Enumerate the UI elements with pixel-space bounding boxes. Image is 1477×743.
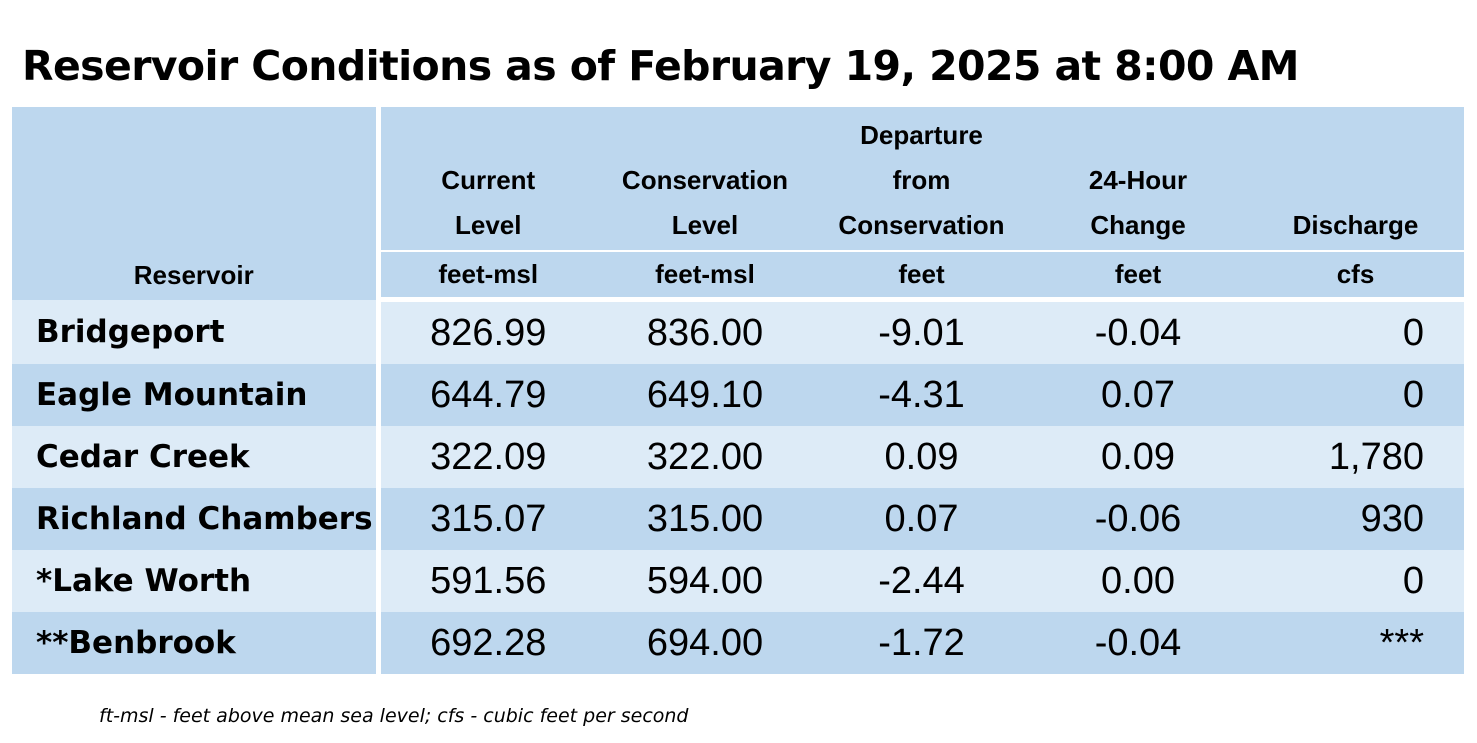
header-conservation-level-line-1: Conservation (621, 165, 789, 195)
change-cell: -0.04 (1029, 299, 1247, 364)
discharge-cell: 0 (1247, 299, 1464, 364)
table-row: *Lake Worth 591.56 594.00 -2.44 0.00 0 (12, 550, 1464, 612)
table-row: Richland Chambers 315.07 315.00 0.07 -0.… (12, 488, 1464, 550)
table-row: **Benbrook 692.28 694.00 -1.72 -0.04 *** (12, 612, 1464, 674)
conservation-level-cell: 649.10 (596, 364, 814, 426)
departure-cell: -2.44 (814, 550, 1029, 612)
departure-cell: -4.31 (814, 364, 1029, 426)
header-24-hour-change: 24-Hour Change (1029, 107, 1247, 252)
header-conservation-level-line-2: Level (671, 210, 739, 240)
header-departure-line-2: from (892, 165, 951, 195)
header-departure-line-3: Conservation (838, 210, 1005, 240)
header-discharge-line-1: Discharge (1292, 210, 1419, 240)
header-unit-row: feet-msl feet-msl feet feet cfs (12, 251, 1464, 302)
unit-discharge: cfs (1247, 251, 1464, 302)
table-row: Bridgeport 826.99 836.00 -9.01 -0.04 0 (12, 299, 1464, 364)
change-cell: 0.00 (1029, 550, 1247, 612)
change-cell: 0.09 (1029, 426, 1247, 488)
departure-cell: 0.07 (814, 488, 1029, 550)
departure-cell: 0.09 (814, 426, 1029, 488)
discharge-cell: 1,780 (1247, 426, 1464, 488)
discharge-cell: *** (1247, 612, 1464, 674)
current-level-cell: 322.09 (378, 426, 596, 488)
table-row: Eagle Mountain 644.79 649.10 -4.31 0.07 … (12, 364, 1464, 426)
table-body: Bridgeport 826.99 836.00 -9.01 -0.04 0 E… (12, 299, 1464, 674)
header-discharge: Discharge (1247, 107, 1464, 252)
header-reservoir: Reservoir (12, 107, 381, 300)
unit-current-level: feet-msl (378, 251, 596, 302)
header-current-level-line-2: Level (455, 210, 522, 240)
current-level-cell: 591.56 (378, 550, 596, 612)
conservation-level-cell: 315.00 (596, 488, 814, 550)
discharge-cell: 930 (1247, 488, 1464, 550)
reservoir-table: Reservoir Current Level Conservation Lev… (12, 107, 1464, 674)
table-header: Reservoir Current Level Conservation Lev… (12, 107, 1464, 302)
table-row: Cedar Creek 322.09 322.00 0.09 0.09 1,78… (12, 426, 1464, 488)
unit-24-hour-change: feet (1029, 251, 1247, 302)
departure-cell: -1.72 (814, 612, 1029, 674)
header-current-level-line-1: Current (441, 165, 536, 195)
reservoir-name: Eagle Mountain (12, 364, 381, 426)
reservoir-name: Bridgeport (12, 299, 381, 364)
header-departure: Departure from Conservation (814, 107, 1029, 252)
footnote: ft-msl - feet above mean sea level; cfs … (99, 705, 689, 727)
change-cell: 0.07 (1029, 364, 1247, 426)
change-cell: -0.06 (1029, 488, 1247, 550)
header-current-level: Current Level (378, 107, 596, 252)
header-departure-line-1: Departure (860, 120, 983, 150)
reservoir-name: **Benbrook (12, 612, 381, 674)
departure-cell: -9.01 (814, 299, 1029, 364)
current-level-cell: 692.28 (378, 612, 596, 674)
reservoir-name: Cedar Creek (12, 426, 381, 488)
reservoir-name: *Lake Worth (12, 550, 381, 612)
page-title: Reservoir Conditions as of February 19, … (22, 42, 1299, 90)
unit-conservation-level: feet-msl (596, 251, 814, 302)
discharge-cell: 0 (1247, 550, 1464, 612)
current-level-cell: 315.07 (378, 488, 596, 550)
header-label-row: Reservoir Current Level Conservation Lev… (12, 107, 1464, 300)
reservoir-table-container: Reservoir Current Level Conservation Lev… (12, 107, 1464, 674)
header-24-hour-change-line-2: Change (1090, 210, 1186, 240)
reservoir-name: Richland Chambers (12, 488, 381, 550)
header-reservoir-label: Reservoir (133, 259, 254, 290)
current-level-cell: 644.79 (378, 364, 596, 426)
header-conservation-level: Conservation Level (596, 107, 814, 252)
conservation-level-cell: 694.00 (596, 612, 814, 674)
discharge-cell: 0 (1247, 364, 1464, 426)
conservation-level-cell: 836.00 (596, 299, 814, 364)
conservation-level-cell: 322.00 (596, 426, 814, 488)
change-cell: -0.04 (1029, 612, 1247, 674)
unit-departure: feet (814, 251, 1029, 302)
current-level-cell: 826.99 (378, 299, 596, 364)
conservation-level-cell: 594.00 (596, 550, 814, 612)
header-24-hour-change-line-1: 24-Hour (1088, 165, 1188, 195)
